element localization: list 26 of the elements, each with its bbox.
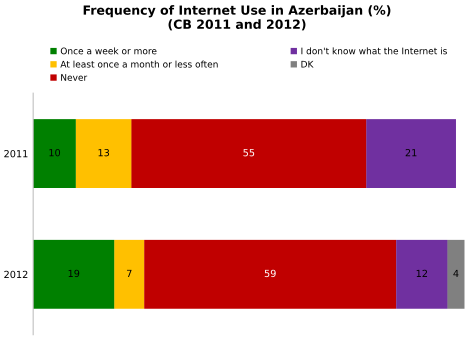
- legend-label: I don't know what the Internet is: [301, 47, 447, 54]
- data-label: 59: [264, 270, 276, 278]
- legend-label: At least once a month or less often: [60, 60, 218, 68]
- bar: [131, 119, 366, 188]
- bar: [76, 119, 132, 188]
- y-tick-label: 2012: [4, 270, 28, 278]
- data-label: 7: [126, 270, 132, 277]
- data-label: 10: [49, 148, 60, 156]
- legend-label: Once a week or more: [60, 47, 156, 54]
- bar: [366, 119, 456, 188]
- data-label: 21: [406, 148, 416, 156]
- data-label: 19: [68, 270, 80, 278]
- data-label: 55: [243, 149, 254, 156]
- legend-label: Never: [61, 74, 88, 81]
- y-tick-label: 2011: [4, 150, 28, 158]
- data-label: 4: [453, 270, 459, 277]
- bar: [114, 240, 144, 309]
- bar: [33, 240, 114, 309]
- legend-label: DK: [301, 60, 314, 68]
- bar: [144, 240, 396, 309]
- bar: [396, 240, 448, 309]
- bar: [447, 240, 465, 309]
- chart-title: Frequency of Internet Use in Azerbaijan (%) (CB 2011 and 2012): [84, 5, 390, 30]
- data-label: 12: [416, 270, 428, 277]
- bar: [33, 119, 76, 188]
- data-label: 13: [98, 148, 110, 156]
